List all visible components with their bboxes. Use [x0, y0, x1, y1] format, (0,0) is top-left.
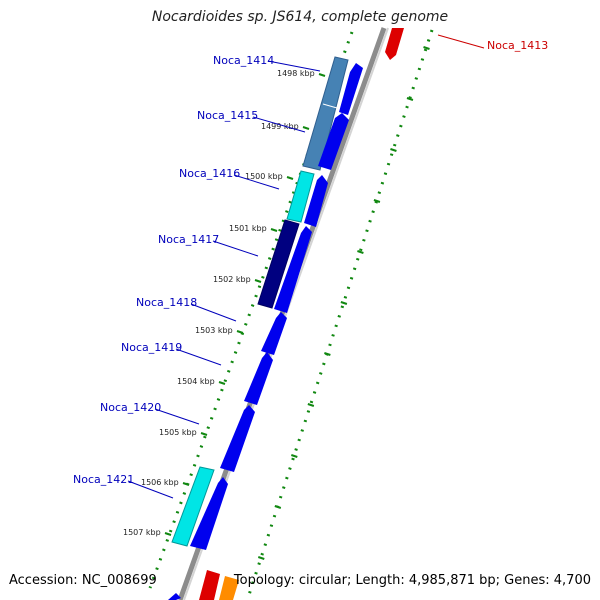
gene-label-noca-1417[interactable]: Noca_1417	[158, 233, 259, 257]
inner-ruler-mark	[423, 46, 430, 50]
gene-label-noca-1415[interactable]: Noca_1415	[197, 109, 306, 133]
kbp-tick-label: 1507 kbp	[123, 528, 161, 537]
kbp-tick-label: 1504 kbp	[177, 377, 215, 386]
kbp-tick-mark	[182, 482, 190, 486]
gene-label-text: Noca_1420	[100, 401, 161, 414]
gene-label-text: Noca_1418	[136, 296, 197, 309]
kbp-tick-label: 1498 kbp	[277, 69, 315, 78]
gene-arrow[interactable]	[199, 570, 220, 600]
inner-ruler-marks	[257, 46, 430, 560]
kbp-tick-mark	[200, 432, 208, 436]
inner-ruler-mark	[307, 403, 315, 407]
gene-label-text: Noca_1416	[179, 167, 240, 180]
gene-arrow-noca-1419[interactable]	[244, 352, 273, 405]
gene-arrow-noca-1414[interactable]	[339, 63, 363, 115]
block-divider	[322, 103, 338, 109]
gene-arrow-noca-1420[interactable]	[220, 405, 255, 472]
inner-ruler-mark	[357, 250, 364, 254]
gene-arrow-noca-1418[interactable]	[261, 312, 287, 355]
gene-arrow-noca-1416[interactable]	[304, 175, 328, 227]
kbp-tick-mark	[236, 330, 244, 334]
inner-ruler-mark	[390, 148, 397, 152]
gene-label-text: Noca_1413	[487, 39, 548, 52]
kbp-ruler: 1498 kbp 1499 kbp 1500 kbp 1501 kbp 1502 kbp…	[123, 69, 326, 537]
gene-label-text: Noca_1415	[197, 109, 258, 122]
gene-arrow-noca-1417[interactable]	[274, 226, 312, 313]
gene-label-noca-1413[interactable]: Noca_1413	[437, 34, 548, 52]
inner-ruler-mark	[324, 352, 331, 356]
kbp-tick-mark	[270, 228, 278, 232]
inner-ruler-mark	[340, 301, 348, 305]
kbp-tick-mark	[254, 279, 262, 283]
gene-label-text: Noca_1421	[73, 473, 134, 486]
kbp-tick-mark	[318, 73, 326, 77]
kbp-tick-mark	[218, 381, 226, 385]
similarity-block	[302, 56, 349, 171]
kbp-tick-label: 1503 kbp	[195, 326, 233, 335]
inner-ruler-mark	[406, 97, 414, 101]
kbp-tick-label: 1505 kbp	[159, 428, 197, 437]
gene-arrow[interactable]	[219, 576, 239, 600]
kbp-tick-label: 1506 kbp	[141, 478, 179, 487]
similarity-block	[171, 466, 215, 547]
gene-label-text: Noca_1419	[121, 341, 182, 354]
inner-ruler-mark	[274, 505, 282, 509]
gene-arrow-noca-1421[interactable]	[190, 477, 228, 550]
inner-ruler-mark	[257, 556, 265, 560]
gene-label-text: Noca_1417	[158, 233, 219, 246]
similarity-block	[286, 170, 315, 223]
kbp-tick-label: 1501 kbp	[229, 224, 267, 233]
gene-label-noca-1414[interactable]: Noca_1414	[213, 54, 321, 72]
similarity-block	[257, 219, 300, 309]
inner-ruler-mark	[373, 199, 381, 203]
page-title: Nocardioides sp. JS614, complete genome	[151, 9, 449, 25]
accession-label: Accession: NC_008699	[9, 573, 157, 588]
topology-label: Topology: circular; Length: 4,985,871 bp…	[233, 573, 591, 588]
kbp-tick-mark	[164, 532, 172, 536]
inner-ruler-mark	[291, 454, 298, 458]
kbp-tick-mark	[302, 126, 310, 130]
gene-label-noca-1419[interactable]: Noca_1419	[121, 341, 222, 366]
gene-label-noca-1418[interactable]: Noca_1418	[136, 296, 237, 322]
kbp-tick-label: 1502 kbp	[213, 275, 251, 284]
gene-label-noca-1421[interactable]: Noca_1421	[73, 473, 174, 499]
gene-arrow[interactable]	[168, 593, 181, 600]
kbp-tick-mark	[286, 176, 294, 180]
gene-arrow-noca-1413[interactable]	[385, 28, 404, 60]
gene-arrow-noca-1415[interactable]	[318, 113, 349, 170]
gene-label-text: Noca_1414	[213, 54, 274, 67]
gene-label-noca-1416[interactable]: Noca_1416	[179, 167, 280, 190]
gene-label-noca-1420[interactable]: Noca_1420	[100, 401, 200, 425]
kbp-tick-label: 1499 kbp	[261, 122, 299, 131]
kbp-tick-label: 1500 kbp	[245, 172, 283, 181]
